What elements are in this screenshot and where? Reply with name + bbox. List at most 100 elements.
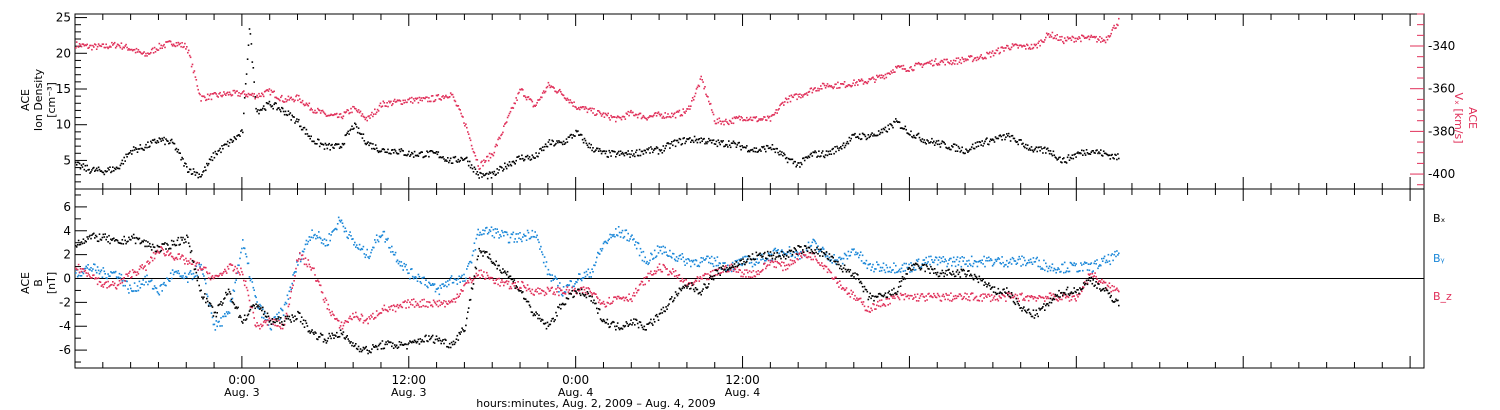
by-series-point [108,275,110,277]
density-series-point [662,145,665,147]
by-series-point [1108,260,1111,262]
by-series-point [927,261,929,263]
by-series-point [1021,255,1023,258]
density-series-point [1018,139,1020,141]
vx-series-point [228,91,231,94]
bz-series-point [325,299,328,301]
vx-series-point [516,99,518,101]
by-series-point [318,231,320,233]
density-series-point [1015,141,1018,143]
density-series-point [84,164,87,167]
bx-series-point [334,334,336,336]
bz-series-point [339,325,342,327]
by-series-point [1065,270,1068,272]
by-series-point [955,258,958,261]
vx-series-point [187,51,189,54]
vx-series-point [534,105,536,107]
by-series-point [221,325,223,327]
density-series-point [879,131,882,134]
density-series-point [326,147,329,150]
bz-series-point [476,274,479,277]
by-series-point [420,282,423,285]
by-series-point [112,272,114,274]
vx-series-point [1051,31,1054,34]
vx-series-point [525,98,528,101]
vx-series-point [674,116,677,119]
bz-series-point [82,268,85,270]
bz-series-point [987,293,989,296]
by-series-point [447,280,449,282]
density-series-point [219,147,221,150]
bz-series-point [816,259,818,262]
bz-series-point [532,293,535,296]
vx-series-point [718,117,721,120]
vx-series-point [372,115,374,118]
bz-series-point [388,306,390,308]
density-series-point [904,125,907,128]
vx-series-point [1058,39,1060,41]
bx-series-point [336,331,338,334]
bz-series-point [917,300,920,302]
bz-series-point [680,280,683,282]
vx-series-point [162,45,164,47]
vx-series-point [239,95,241,97]
density-series-point [311,140,313,143]
by-series-point [249,279,252,282]
bx-series-point [235,306,237,308]
bz-series-point [116,284,119,287]
by-series-point [845,254,848,257]
by-series-point [484,229,486,232]
by-series-point [95,271,98,274]
vx-series-point [944,63,946,66]
density-series-point [694,139,697,142]
vx-series-point [208,94,211,97]
bz-series-point [923,296,926,298]
density-series-point [951,145,953,147]
bz-series-point [752,270,755,272]
vx-series-point [386,102,388,104]
vx-series-point [87,47,89,49]
by-series-point [396,259,399,261]
density-series-point [747,150,749,153]
bz-series-point [85,272,87,274]
density-series-point [897,121,900,123]
density-series-point [1095,149,1097,152]
vx-series-point [248,93,251,96]
by-series-point [394,251,397,254]
density-series-point [1020,139,1022,141]
by-series-point [1055,271,1057,274]
vx-series-point [544,90,547,93]
by-series [75,216,1120,331]
density-series-point [896,120,898,122]
bz-series-point [500,281,502,284]
bz-series-point [465,282,467,284]
density-series-point [1011,134,1014,137]
vx-series-point [462,116,464,118]
by-series-point [531,229,534,232]
density-series-point [421,151,423,153]
bz-series-point [595,293,597,295]
vx-series-point [876,74,878,77]
vx-series-point [173,44,176,47]
density-series-point [274,102,276,104]
by-series-point [187,273,190,275]
vx-series-point [531,100,534,103]
vx-series-point [1015,43,1018,46]
density-series-point [467,160,469,163]
by-series-point [821,246,824,249]
vx-series-point [1081,34,1083,37]
by-series-point [306,243,309,245]
bx-series-point [346,335,348,337]
vx-series-point [560,91,562,93]
density-series-point [645,151,647,154]
vx-series-point [999,51,1001,54]
bz-series-point [667,274,669,276]
by-series-point [334,228,336,230]
density-series-point [258,112,260,115]
by-series-point [880,269,883,272]
density-series-point [380,150,383,152]
by-series-point [448,279,451,281]
by-series-point [1077,270,1079,273]
bz-series-point [815,258,817,261]
bz-series-point [177,253,180,255]
